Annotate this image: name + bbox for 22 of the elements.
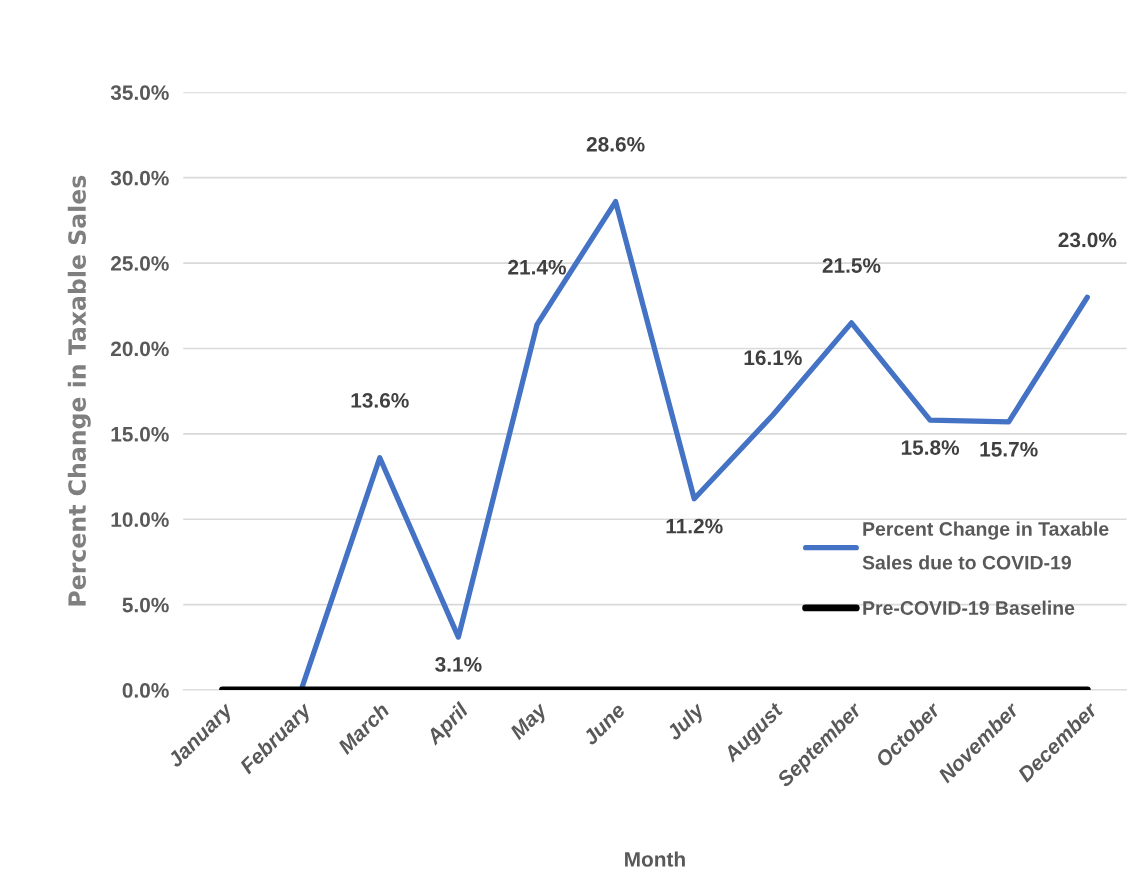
y-tick-label: 25.0%: [110, 256, 169, 271]
x-axis-title: Month: [625, 851, 685, 867]
data-label: 21.5%: [822, 258, 881, 273]
y-tick-label: 35.0%: [110, 85, 169, 101]
legend-label: Percent Change in Taxable Sales due to COVID-19: [862, 521, 1109, 570]
y-tick-label: 15.0%: [111, 426, 169, 442]
data-label: 16.1%: [744, 350, 802, 366]
y-tick-label: 0.0%: [122, 683, 169, 698]
data-label: 13.6%: [351, 393, 409, 408]
legend-label: Pre-COVID-19 Baseline: [863, 600, 1075, 615]
data-label: 15.8%: [901, 440, 960, 455]
data-label: 11.2%: [666, 518, 723, 534]
data-label: 15.7%: [980, 441, 1038, 457]
y-tick-label: 30.0%: [110, 170, 169, 186]
data-label: 3.1%: [435, 657, 482, 672]
y-axis-title: Percent Change in Taxable Sales: [67, 175, 91, 606]
data-label: 23.0%: [1058, 232, 1117, 248]
y-tick-label: 10.0%: [111, 512, 169, 527]
y-tick-label: 5.0%: [122, 597, 169, 613]
data-label: 21.4%: [508, 259, 566, 275]
data-label: 28.6%: [586, 136, 645, 152]
y-tick-label: 20.0%: [110, 341, 169, 357]
